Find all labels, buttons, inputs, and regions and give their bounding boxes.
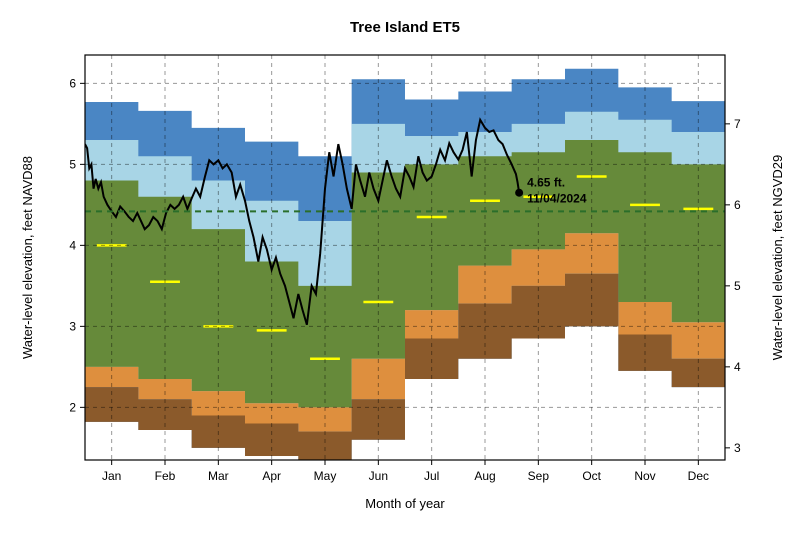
- annotation-date: 11/04/2024: [527, 192, 587, 206]
- x-tick: Dec: [688, 469, 709, 483]
- y-left-axis-label: Water-level elevation, feet NAVD88: [20, 156, 35, 359]
- annotation-marker: [515, 189, 523, 197]
- y-left-tick: 4: [69, 238, 76, 252]
- x-tick: Jul: [424, 469, 439, 483]
- x-tick: Jan: [102, 469, 121, 483]
- y-left-tick: 3: [69, 319, 76, 333]
- x-axis-label: Month of year: [365, 496, 445, 511]
- x-tick: Oct: [582, 469, 601, 483]
- chart-container: 4.65 ft. 11/04/2024 2 3 4 5 6 3 4 5 6 7 Jan Feb Mar Apr…: [0, 0, 800, 533]
- y-right-tick: 4: [734, 360, 741, 374]
- y-right-axis-label: Water-level elevation, feet NGVD29: [770, 155, 785, 360]
- y-left-tick: 5: [69, 157, 76, 171]
- y-right-tick: 7: [734, 117, 741, 131]
- y-right-tick: 6: [734, 198, 741, 212]
- chart-svg: 4.65 ft. 11/04/2024 2 3 4 5 6 3 4 5 6 7 Jan Feb Mar Apr…: [0, 0, 800, 533]
- y-left-tick: 2: [69, 400, 76, 414]
- y-left-tick: 6: [69, 76, 76, 90]
- x-tick: Feb: [155, 469, 176, 483]
- x-tick: Mar: [208, 469, 229, 483]
- x-tick: Apr: [262, 469, 281, 483]
- x-tick: May: [314, 469, 337, 483]
- x-tick: Aug: [474, 469, 495, 483]
- x-tick: Jun: [369, 469, 388, 483]
- chart-title: Tree Island ET5: [350, 19, 460, 36]
- y-right-tick: 5: [734, 279, 741, 293]
- x-tick: Sep: [528, 469, 550, 483]
- x-tick: Nov: [634, 469, 655, 483]
- annotation-value: 4.65 ft.: [527, 176, 565, 190]
- y-right-tick: 3: [734, 441, 741, 455]
